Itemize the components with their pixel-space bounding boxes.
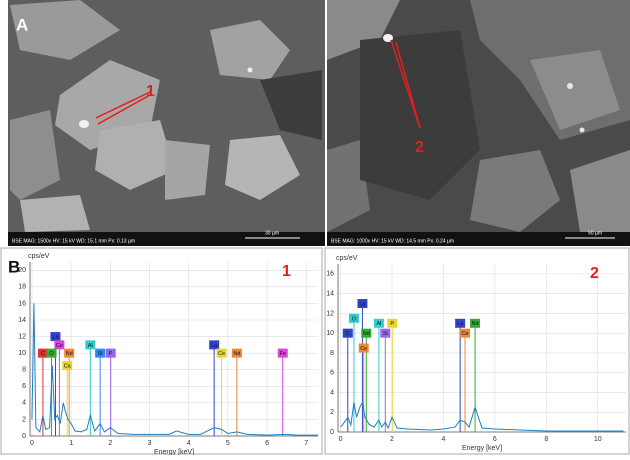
peak-label: P — [390, 321, 394, 327]
peak-label: Al — [88, 343, 93, 349]
x-tick-label: 8 — [544, 436, 548, 443]
y-tick-label: 10 — [18, 350, 26, 357]
x-tick-label: 5 — [226, 440, 230, 447]
peak-label: Nd — [363, 331, 370, 337]
spectrum-line — [341, 402, 624, 431]
peak-label: La — [359, 301, 366, 307]
spectrum-line — [32, 303, 318, 435]
x-tick-label: 10 — [594, 436, 602, 443]
chart-title: 2 — [590, 265, 599, 282]
y-tick-label: 12 — [326, 310, 334, 317]
x-axis-label: Energy [keV] — [154, 449, 194, 455]
y-tick-label: 4 — [330, 389, 334, 396]
x-tick-label: 3 — [148, 440, 152, 447]
image-marker: 1 — [146, 83, 155, 100]
x-tick-label: 6 — [265, 440, 269, 447]
chart-frame — [325, 248, 629, 454]
image-marker: 2 — [415, 139, 424, 156]
image-footer: BSE MAG: 1500x HV: 15 kV WD: 15.1 mm Px:… — [12, 238, 135, 244]
scale-label: 50 µm — [588, 230, 602, 236]
peak-label: Nd — [66, 351, 73, 357]
peak-label: O — [49, 351, 54, 357]
y-tick-label: 20 — [18, 267, 26, 274]
x-axis-label: Energy [keV] — [462, 445, 502, 452]
x-tick-label: 1 — [69, 440, 73, 447]
peak-label: Ce — [218, 351, 225, 357]
image-footer: BSE MAG: 1000x HV: 15 kV WD: 14.5 mm Px:… — [331, 238, 454, 244]
y-tick-label: 18 — [18, 284, 26, 291]
y-tick-label: 6 — [330, 370, 334, 377]
peak-label: Ce — [56, 343, 63, 349]
peak-label: Ce — [462, 331, 469, 337]
y-tick-label: 14 — [18, 317, 26, 324]
peak-label: La — [211, 343, 218, 349]
peak-label: O — [352, 316, 357, 322]
peak-label: Al — [376, 321, 381, 327]
x-tick-label: 7 — [304, 440, 308, 447]
y-axis-label: cps/eV — [28, 253, 50, 260]
peak-label: Fe — [280, 351, 286, 357]
peak-label: C — [346, 331, 350, 337]
x-tick-label: 6 — [493, 436, 497, 443]
y-tick-label: 6 — [22, 383, 26, 390]
y-tick-label: 12 — [18, 333, 26, 340]
y-tick-label: 0 — [22, 433, 26, 440]
peak-label: Ca — [64, 364, 72, 370]
scale-label: 30 µm — [265, 230, 279, 236]
y-tick-label: 2 — [22, 416, 26, 423]
peak-label: La — [457, 321, 464, 327]
peak-label: Si — [383, 331, 388, 337]
y-tick-label: 4 — [22, 400, 26, 407]
sem-image-left — [8, 0, 325, 246]
figure: A 1 BSE MAG: 1500x HV: 15 kV WD: 15.1 mm… — [0, 0, 630, 455]
x-tick-label: 0 — [339, 436, 343, 443]
y-axis-label: cps/eV — [336, 255, 358, 262]
peak-label: Ce — [360, 346, 367, 352]
peak-label: Nd — [472, 321, 479, 327]
y-tick-label: 8 — [330, 350, 334, 357]
y-tick-label: 14 — [326, 290, 334, 297]
peak-label: C — [41, 351, 45, 357]
peak-label: Nd — [233, 351, 240, 357]
y-tick-label: 2 — [330, 409, 334, 416]
y-tick-label: 10 — [326, 330, 334, 337]
y-tick-label: 16 — [18, 300, 26, 307]
sem-image-right — [327, 0, 630, 246]
x-tick-label: 2 — [108, 440, 112, 447]
x-tick-label: 2 — [390, 436, 394, 443]
y-tick-label: 8 — [22, 367, 26, 374]
y-tick-label: 16 — [326, 271, 334, 278]
x-tick-label: 4 — [441, 436, 445, 443]
chart-title: 1 — [282, 263, 291, 280]
peak-label: Si — [98, 351, 103, 357]
peak-label: La — [52, 335, 59, 341]
x-tick-label: 4 — [187, 440, 191, 447]
peak-label: P — [109, 351, 113, 357]
y-tick-label: 0 — [330, 429, 334, 436]
x-tick-label: 0 — [30, 440, 34, 447]
panel-label: A — [16, 15, 28, 34]
